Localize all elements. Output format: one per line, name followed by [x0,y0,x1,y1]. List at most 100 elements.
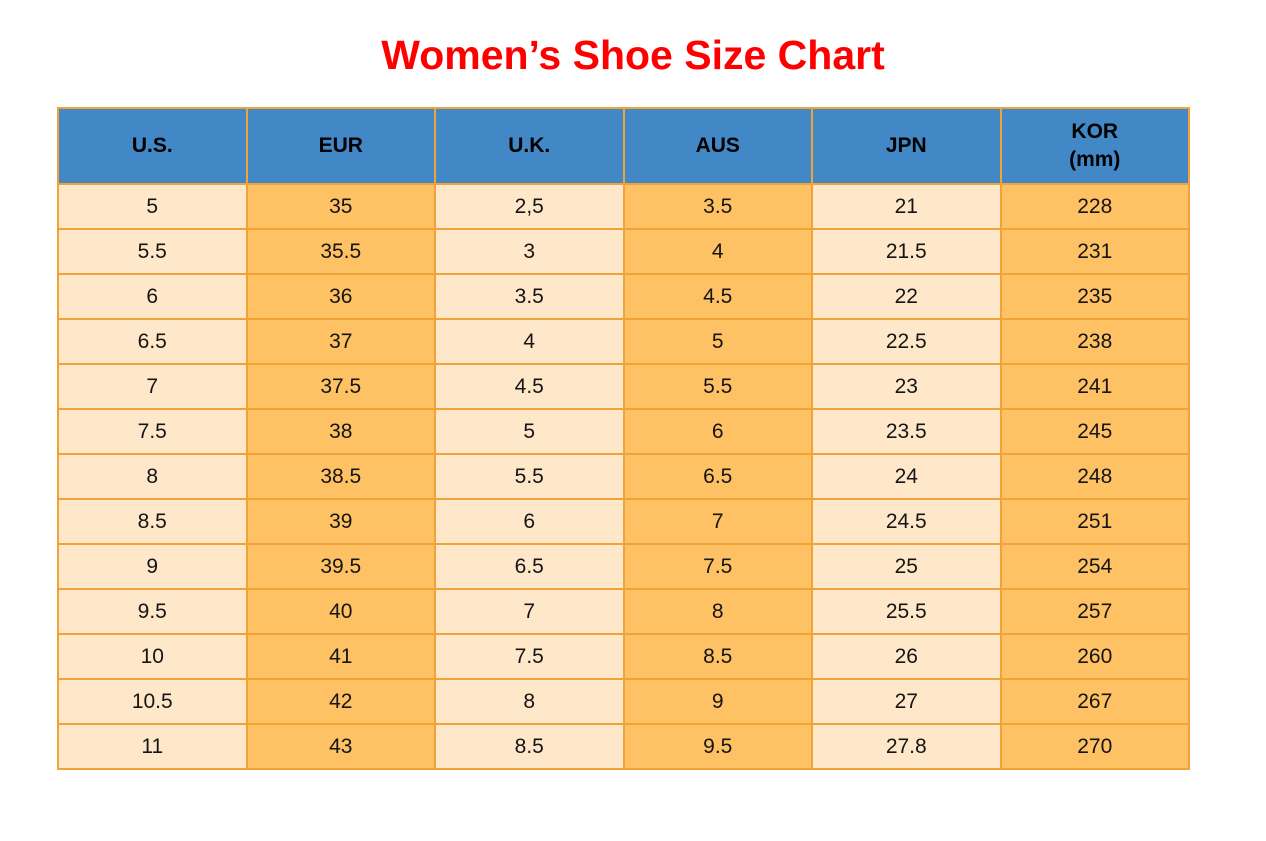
table-cell: 3.5 [622,183,813,230]
table-cell: 8.5 [434,723,625,770]
table-row: 8 38.5 5.5 6.5 24 248 [57,453,1190,500]
table-cell: 6.5 [57,318,248,365]
table-cell: 4 [434,318,625,365]
table-row: 5.5 35.5 3 4 21.5 231 [57,228,1190,275]
table-cell: 3 [434,228,625,275]
table-cell: 5 [57,183,248,230]
table-cell: 39 [245,498,436,545]
table-cell: 3.5 [434,273,625,320]
table-row: 9.5 40 7 8 25.5 257 [57,588,1190,635]
table-cell: 8 [57,453,248,500]
table-row: 10.5 42 8 9 27 267 [57,678,1190,725]
table-cell: 6.5 [434,543,625,590]
table-cell: 5 [434,408,625,455]
table-cell: 23.5 [811,408,1002,455]
table-row: 10 41 7.5 8.5 26 260 [57,633,1190,680]
column-header-kor: KOR (mm) [999,107,1190,185]
table-cell: 6 [434,498,625,545]
column-header-label: U.S. [131,133,173,157]
table-cell: 260 [999,633,1190,680]
column-header-label: EUR [318,133,363,157]
size-table: U.S. EUR U.K. AUS JPN KOR (mm) 5 35 2,5 3.5 21 228 5… [57,107,1190,770]
table-cell: 27.8 [811,723,1002,770]
table-cell: 257 [999,588,1190,635]
table-cell: 27 [811,678,1002,725]
column-header-uk: U.K. [434,107,625,185]
column-header-us: U.S. [57,107,248,185]
table-cell: 6 [57,273,248,320]
table-cell: 5.5 [57,228,248,275]
column-header-jpn: JPN [811,107,1002,185]
table-cell: 23 [811,363,1002,410]
table-row: 5 35 2,5 3.5 21 228 [57,183,1190,230]
table-cell: 9.5 [57,588,248,635]
column-header-label: JPN [885,133,927,157]
table-cell: 5.5 [622,363,813,410]
table-cell: 267 [999,678,1190,725]
column-header-label: KOR [1071,119,1119,143]
table-cell: 21.5 [811,228,1002,275]
table-cell: 25 [811,543,1002,590]
table-cell: 11 [57,723,248,770]
table-cell: 7 [622,498,813,545]
table-cell: 254 [999,543,1190,590]
column-header-label: AUS [695,133,740,157]
table-cell: 2,5 [434,183,625,230]
table-row: 6 36 3.5 4.5 22 235 [57,273,1190,320]
table-row: 11 43 8.5 9.5 27.8 270 [57,723,1190,770]
table-cell: 4.5 [434,363,625,410]
column-header-eur: EUR [245,107,436,185]
page-title: Women’s Shoe Size Chart [381,32,885,78]
table-cell: 22.5 [811,318,1002,365]
table-cell: 248 [999,453,1190,500]
table-cell: 9 [57,543,248,590]
table-cell: 10.5 [57,678,248,725]
table-cell: 40 [245,588,436,635]
table-cell: 6.5 [622,453,813,500]
table-cell: 8.5 [622,633,813,680]
table-cell: 7.5 [57,408,248,455]
table-cell: 35.5 [245,228,436,275]
table-cell: 8 [434,678,625,725]
table-cell: 9 [622,678,813,725]
table-cell: 38.5 [245,453,436,500]
table-cell: 36 [245,273,436,320]
table-cell: 26 [811,633,1002,680]
table-cell: 4 [622,228,813,275]
table-cell: 37.5 [245,363,436,410]
table-cell: 22 [811,273,1002,320]
table-cell: 37 [245,318,436,365]
table-cell: 8.5 [57,498,248,545]
table-cell: 41 [245,633,436,680]
table-row: 8.5 39 6 7 24.5 251 [57,498,1190,545]
table-cell: 7 [434,588,625,635]
table-cell: 4.5 [622,273,813,320]
table-cell: 5 [622,318,813,365]
table-cell: 7.5 [622,543,813,590]
table-cell: 10 [57,633,248,680]
table-cell: 228 [999,183,1190,230]
table-cell: 35 [245,183,436,230]
table-cell: 241 [999,363,1190,410]
table-cell: 21 [811,183,1002,230]
table-cell: 25.5 [811,588,1002,635]
table-cell: 245 [999,408,1190,455]
table-body: 5 35 2,5 3.5 21 228 5.5 35.5 3 4 21.5 231 6 36 3.5 4.5 2… [57,183,1190,770]
column-header-label: U.K. [508,133,551,157]
table-cell: 42 [245,678,436,725]
table-cell: 235 [999,273,1190,320]
column-header-sublabel: (mm) [1069,148,1121,171]
table-cell: 8 [622,588,813,635]
table-cell: 7.5 [434,633,625,680]
table-cell: 24 [811,453,1002,500]
table-row: 7 37.5 4.5 5.5 23 241 [57,363,1190,410]
table-row: 7.5 38 5 6 23.5 245 [57,408,1190,455]
table-cell: 251 [999,498,1190,545]
table-header: U.S. EUR U.K. AUS JPN KOR (mm) [57,107,1190,185]
table-cell: 24.5 [811,498,1002,545]
table-cell: 7 [57,363,248,410]
table-cell: 5.5 [434,453,625,500]
table-cell: 270 [999,723,1190,770]
table-cell: 39.5 [245,543,436,590]
table-cell: 238 [999,318,1190,365]
